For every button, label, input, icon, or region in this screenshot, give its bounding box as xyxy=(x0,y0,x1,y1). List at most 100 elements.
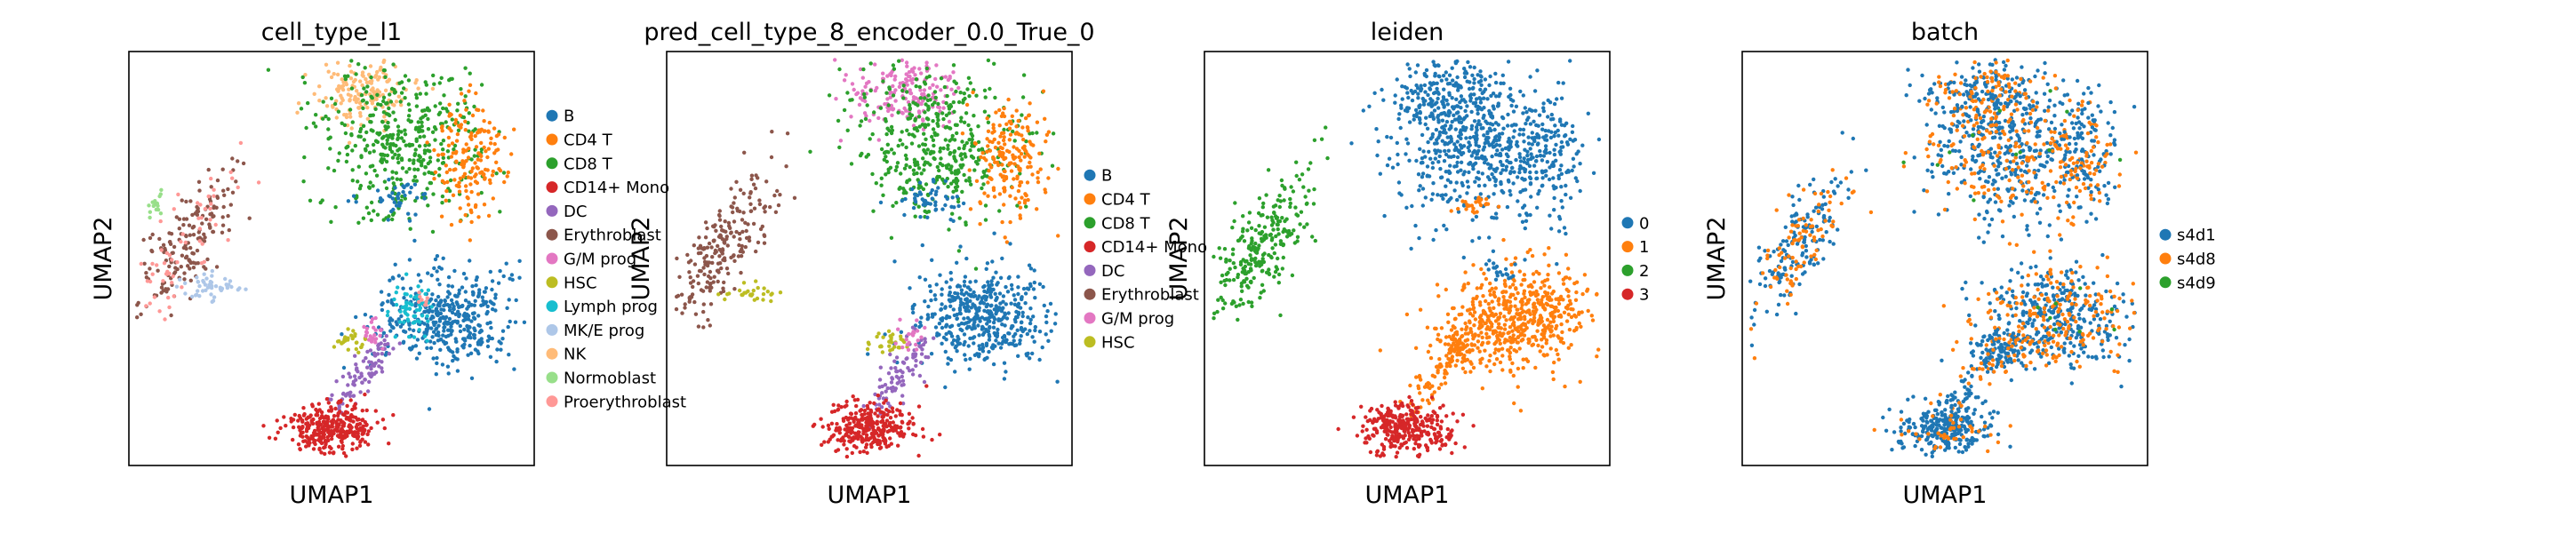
data-point xyxy=(982,173,988,179)
data-point xyxy=(1037,282,1043,286)
data-point xyxy=(365,365,370,370)
data-point xyxy=(1524,122,1528,126)
data-point xyxy=(463,212,468,218)
data-point xyxy=(1445,199,1451,204)
data-point xyxy=(1464,136,1468,140)
data-point xyxy=(381,110,387,115)
data-point xyxy=(857,102,862,107)
data-point xyxy=(1462,67,1467,71)
data-point xyxy=(496,281,501,285)
data-point xyxy=(1412,114,1417,118)
data-point xyxy=(392,297,396,302)
data-point xyxy=(1000,219,1004,225)
data-point xyxy=(714,228,718,233)
data-point xyxy=(1494,216,1499,220)
data-point xyxy=(301,406,306,410)
data-point xyxy=(862,95,867,99)
data-point xyxy=(988,324,992,330)
data-point xyxy=(1430,135,1435,139)
data-point xyxy=(923,277,928,282)
data-point xyxy=(1474,143,1478,147)
data-point xyxy=(983,203,988,208)
data-point xyxy=(1543,128,1548,133)
data-point xyxy=(916,115,922,119)
data-point xyxy=(1301,185,1306,189)
data-point xyxy=(910,368,916,372)
data-point xyxy=(893,99,898,103)
data-point xyxy=(933,192,939,197)
data-point xyxy=(1522,178,1526,182)
data-point xyxy=(870,131,875,137)
data-point xyxy=(474,145,479,149)
data-point xyxy=(907,132,911,137)
data-point xyxy=(924,102,928,107)
data-point xyxy=(324,114,328,119)
data-point xyxy=(148,235,153,241)
data-point xyxy=(303,73,308,77)
data-point xyxy=(1474,97,1479,101)
data-point xyxy=(397,81,402,85)
data-point xyxy=(475,275,479,280)
data-point xyxy=(941,116,946,122)
data-point xyxy=(1544,169,1548,173)
data-point xyxy=(724,235,729,239)
data-point xyxy=(213,284,219,289)
data-point xyxy=(865,103,869,107)
data-point xyxy=(877,378,883,382)
data-point xyxy=(1431,116,1436,121)
data-point xyxy=(181,223,186,227)
data-point xyxy=(370,317,375,322)
data-point xyxy=(374,173,380,178)
data-point xyxy=(1479,83,1484,88)
data-point xyxy=(375,92,380,98)
data-point xyxy=(962,172,966,178)
data-point xyxy=(1571,156,1576,161)
data-point xyxy=(402,320,406,324)
data-point xyxy=(220,230,225,235)
data-point xyxy=(447,316,452,322)
data-point xyxy=(760,224,764,229)
data-point xyxy=(861,403,866,409)
data-point xyxy=(1529,195,1533,199)
data-point xyxy=(901,84,906,88)
data-point xyxy=(938,146,943,151)
data-point xyxy=(404,272,409,276)
data-point xyxy=(360,418,364,423)
data-point xyxy=(1425,164,1430,169)
data-point xyxy=(383,75,388,80)
data-point xyxy=(838,139,844,143)
data-point xyxy=(261,424,266,428)
data-point xyxy=(331,418,336,422)
data-point xyxy=(433,104,437,108)
data-point xyxy=(176,192,180,197)
data-point xyxy=(900,394,905,398)
data-point xyxy=(488,141,493,146)
data-point xyxy=(418,306,423,310)
data-point xyxy=(903,153,908,158)
data-point xyxy=(889,338,893,344)
data-point xyxy=(458,323,462,329)
data-point xyxy=(1250,304,1254,308)
legend-marker xyxy=(1084,169,1096,181)
data-point xyxy=(921,156,925,161)
data-point xyxy=(1508,188,1512,194)
data-point xyxy=(987,285,992,290)
data-point xyxy=(1012,302,1018,306)
data-point xyxy=(344,454,348,458)
data-point xyxy=(858,449,862,455)
data-point xyxy=(317,446,322,451)
data-point xyxy=(387,214,391,219)
data-point xyxy=(722,280,726,285)
data-point xyxy=(353,143,357,148)
data-point xyxy=(435,361,439,366)
data-point xyxy=(1570,130,1575,134)
data-point xyxy=(837,431,842,435)
data-point xyxy=(966,344,971,348)
data-point xyxy=(941,106,946,110)
data-point xyxy=(703,220,708,225)
data-point xyxy=(441,139,446,143)
legend-label: CD4 T xyxy=(564,131,613,150)
data-point xyxy=(841,417,845,421)
data-point xyxy=(770,291,774,296)
data-point xyxy=(498,268,502,274)
